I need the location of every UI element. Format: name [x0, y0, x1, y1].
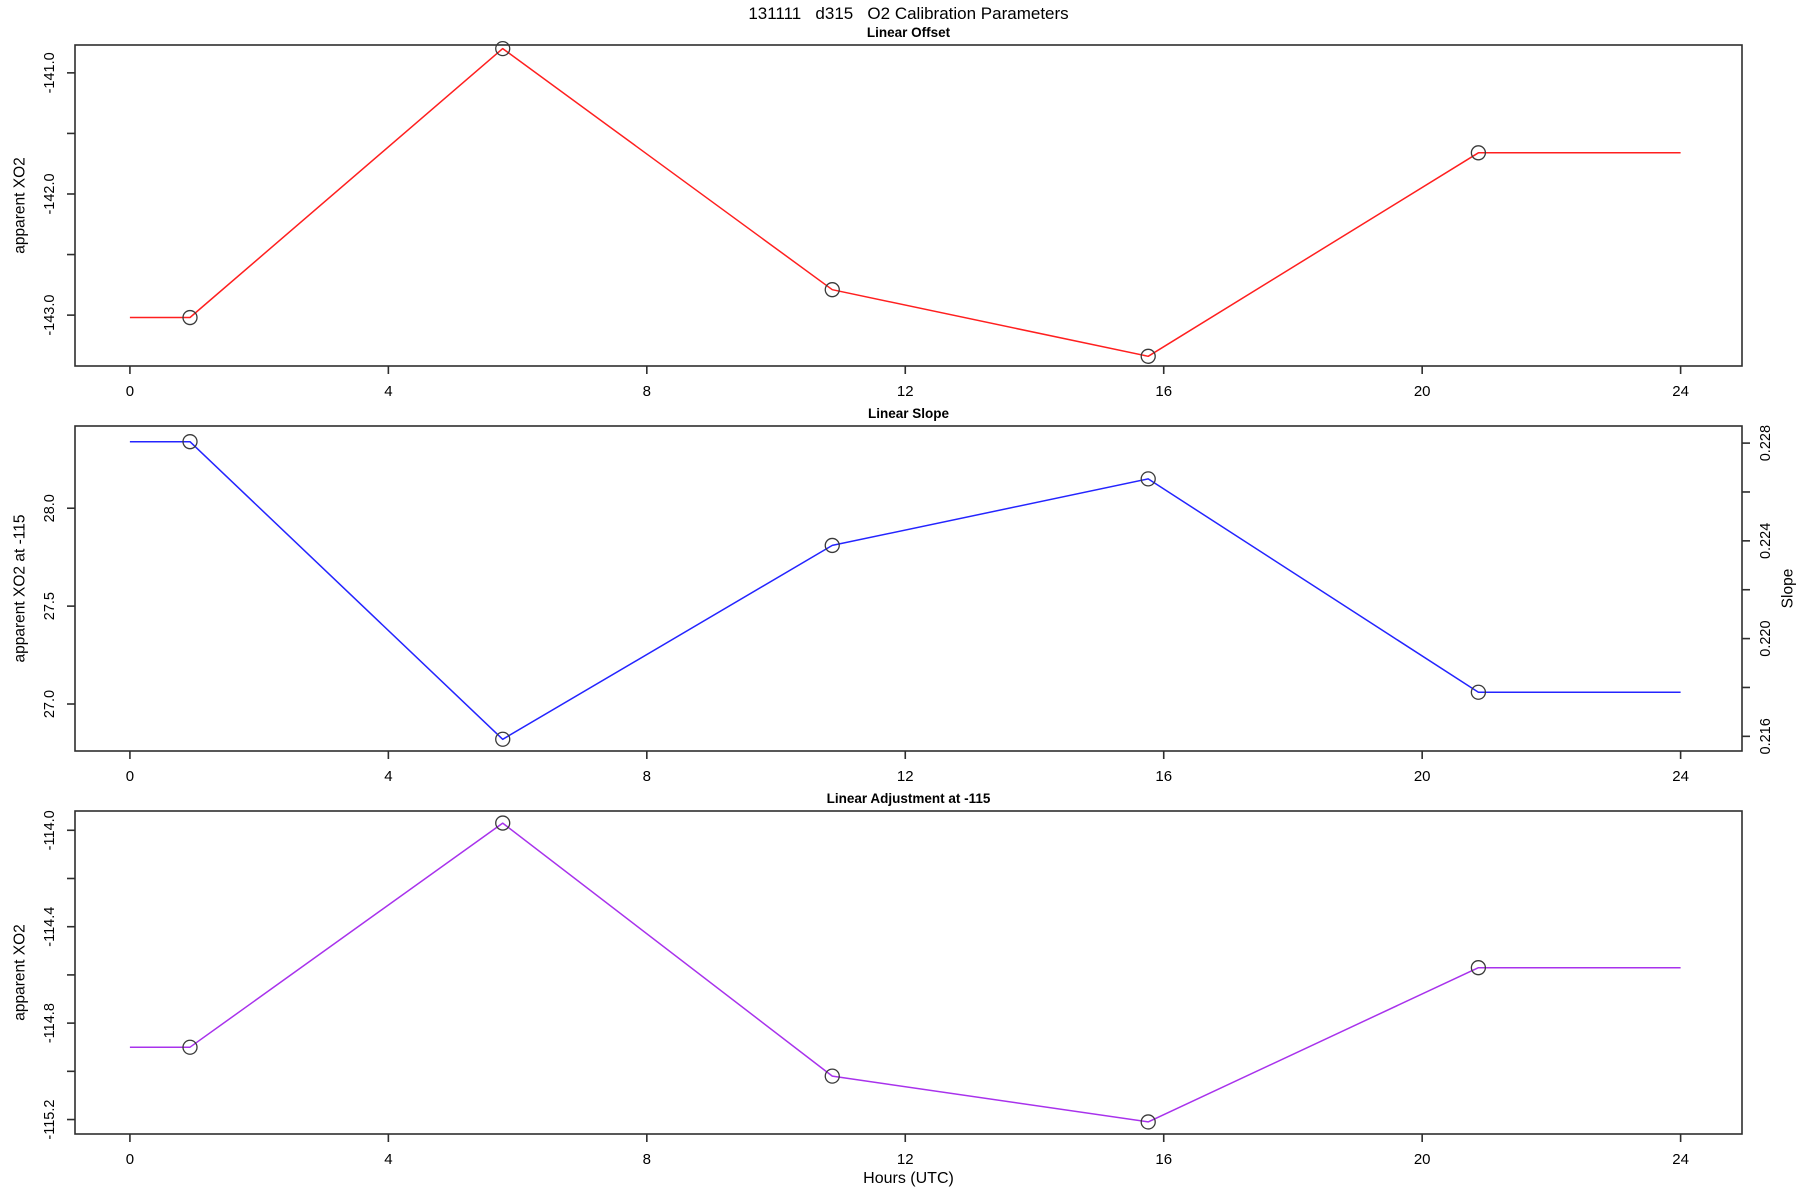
x-tick-label: 4	[384, 383, 392, 400]
y-tick-label: -114.4	[42, 907, 58, 947]
series-line	[129, 440, 1681, 741]
data-point-marker	[1140, 1114, 1156, 1130]
y-tick-label: -143.0	[42, 295, 58, 336]
panel-title: Linear Slope	[868, 406, 950, 421]
x-axis-label: Hours (UTC)	[863, 1170, 954, 1187]
data-point-marker	[824, 537, 840, 554]
data-point-marker	[495, 815, 511, 831]
x-tick-label: 0	[126, 383, 134, 400]
data-point-marker	[824, 1068, 840, 1084]
x-tick-label: 20	[1414, 1151, 1431, 1168]
data-point-marker	[1140, 471, 1156, 487]
data-point-marker	[1470, 145, 1487, 161]
x-tick-label: 0	[126, 768, 134, 785]
y-tick-label: -115.2	[42, 1100, 58, 1140]
x-tick-label: 8	[643, 1151, 651, 1168]
data-point-marker	[495, 40, 511, 57]
data-point-marker	[1140, 348, 1156, 364]
x-tick-label: 16	[1155, 768, 1172, 785]
x-tick-label: 12	[897, 768, 914, 785]
x-tick-label: 24	[1672, 383, 1689, 400]
x-tick-label: 20	[1414, 768, 1431, 785]
y-tick-label: -141.0	[42, 52, 58, 93]
y-axis-title: apparent XO2	[12, 157, 29, 254]
plot-box	[74, 810, 1743, 1135]
x-tick-label: 4	[384, 1151, 392, 1168]
x-tick-label: 16	[1155, 383, 1172, 400]
right-tick-label: 0.224	[1758, 523, 1774, 559]
figure-title: 131111 d315 O2 Calibration Parameters	[748, 4, 1069, 23]
series-line	[129, 47, 1681, 358]
data-point-marker	[182, 434, 198, 450]
series-line	[129, 822, 1681, 1123]
y-axis-title: apparent XO2 at -115	[12, 515, 29, 663]
x-tick-label: 16	[1155, 1151, 1172, 1168]
data-point-marker	[824, 282, 840, 298]
x-tick-label: 12	[897, 383, 914, 400]
panel-title: Linear Adjustment at -115	[827, 791, 991, 806]
y-axis-title: apparent XO2	[12, 924, 29, 1021]
right-tick-label: 0.228	[1758, 425, 1774, 461]
right-tick-label: 0.216	[1758, 718, 1774, 754]
x-tick-label: 24	[1672, 1151, 1689, 1168]
x-tick-label: 4	[384, 768, 392, 785]
y-tick-label: 27.5	[42, 592, 58, 620]
data-point-marker	[1470, 960, 1487, 976]
x-tick-label: 20	[1414, 383, 1431, 400]
right-axis-title: Slope	[1780, 569, 1797, 609]
plot-box	[74, 44, 1743, 367]
panel-title: Linear Offset	[867, 25, 951, 40]
y-tick-label: -114.8	[42, 1003, 58, 1043]
y-tick-label: -142.0	[42, 173, 58, 214]
y-tick-label: 27.0	[42, 690, 58, 718]
plot-box	[74, 425, 1743, 752]
x-tick-label: 8	[643, 383, 651, 400]
data-point-marker	[182, 309, 198, 326]
right-tick-label: 0.220	[1758, 620, 1774, 656]
x-tick-label: 12	[897, 1151, 914, 1168]
data-point-marker	[182, 1039, 198, 1055]
x-tick-label: 8	[643, 768, 651, 785]
data-point-marker	[1470, 684, 1487, 700]
x-tick-label: 24	[1672, 768, 1689, 785]
y-tick-label: -114.0	[42, 810, 58, 850]
data-point-marker	[495, 731, 511, 747]
y-tick-label: 28.0	[42, 494, 58, 522]
x-tick-label: 0	[126, 1151, 134, 1168]
